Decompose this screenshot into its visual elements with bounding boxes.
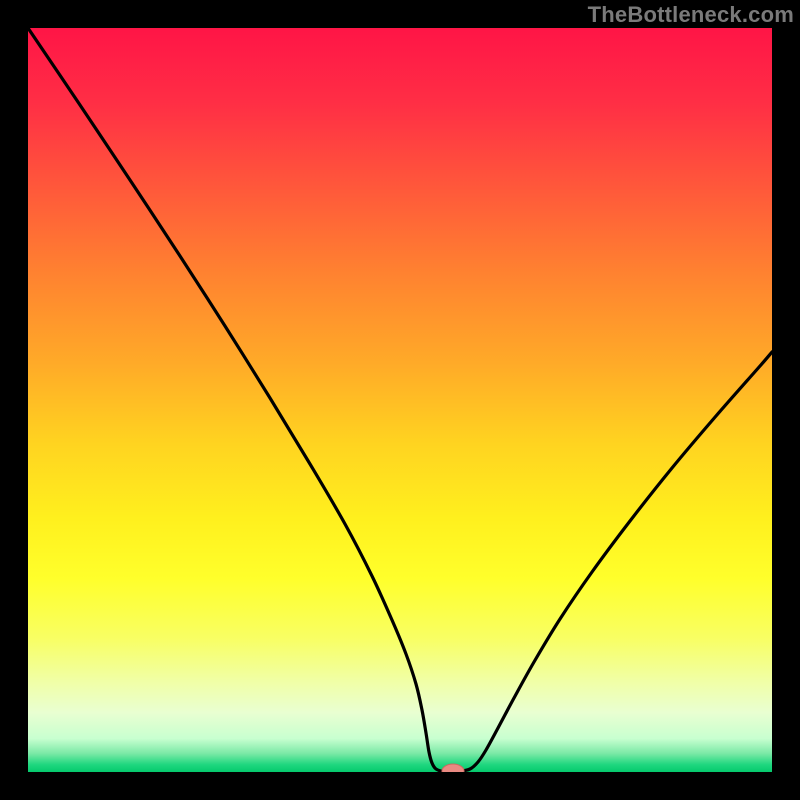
min-marker <box>442 764 464 778</box>
plot-svg <box>0 0 800 800</box>
gradient-panel <box>28 28 772 772</box>
stage: TheBottleneck.com <box>0 0 800 800</box>
watermark-label: TheBottleneck.com <box>588 2 794 28</box>
